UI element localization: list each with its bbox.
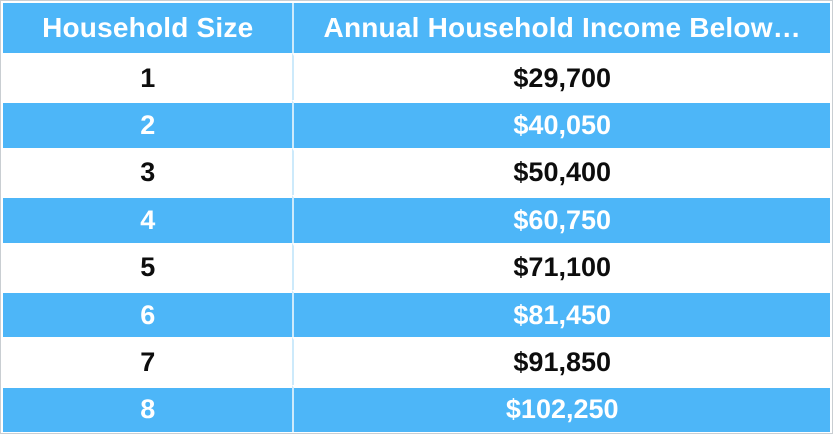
income-value-cell: $102,250 — [292, 384, 830, 432]
household-size-cell: 5 — [3, 242, 293, 290]
table-header: Household Size Annual Household Income B… — [3, 3, 830, 53]
income-value-cell: $71,100 — [292, 242, 830, 290]
table-row: 3 $50,400 — [3, 147, 830, 196]
income-value-cell: $91,850 — [292, 337, 830, 385]
income-value-cell: $29,700 — [292, 53, 830, 101]
table-row: 5 $71,100 — [3, 242, 830, 290]
table-row: 7 $91,850 — [3, 337, 830, 385]
header-row: Household Size Annual Household Income B… — [3, 3, 830, 53]
table-row: 1 $29,700 — [3, 53, 830, 101]
income-value-cell: $60,750 — [292, 195, 830, 243]
household-size-cell: 6 — [3, 289, 293, 338]
table-row: 4 $60,750 — [3, 195, 830, 243]
table-row: 6 $81,450 — [3, 289, 830, 338]
table-row: 2 $40,050 — [3, 100, 830, 148]
household-size-cell: 3 — [3, 147, 293, 196]
header-cell-annual-income: Annual Household Income Below… — [292, 3, 830, 53]
table-body: 1 $29,700 2 $40,050 3 $50,400 4 $60,750 5 $71,100… — [3, 53, 830, 432]
table-row: 8 $102,250 — [3, 384, 830, 432]
household-size-cell: 2 — [3, 100, 293, 148]
income-value-cell: $81,450 — [292, 289, 830, 338]
income-value-cell: $50,400 — [292, 147, 830, 196]
household-size-cell: 7 — [3, 337, 293, 385]
household-income-table: Household Size Annual Household Income B… — [3, 3, 830, 432]
household-size-cell: 4 — [3, 195, 293, 243]
income-value-cell: $40,050 — [292, 100, 830, 148]
household-size-cell: 8 — [3, 384, 293, 432]
household-size-cell: 1 — [3, 53, 293, 101]
header-cell-household-size: Household Size — [3, 3, 293, 53]
